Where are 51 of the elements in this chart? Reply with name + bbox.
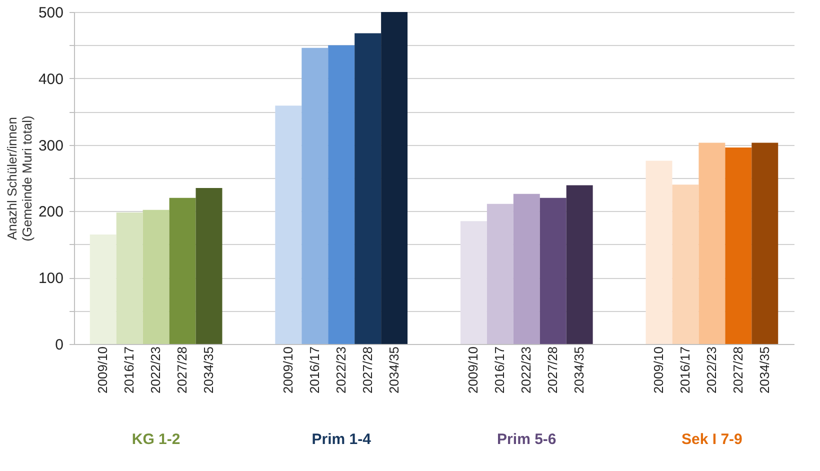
bar <box>698 142 726 344</box>
x-tick-label: 2009/10 <box>651 346 666 394</box>
bar <box>169 198 196 344</box>
bar <box>381 12 408 344</box>
x-tick-label: 2022/23 <box>518 346 534 394</box>
x-tick-label: 2016/17 <box>122 346 137 394</box>
bar <box>725 147 752 344</box>
y-tick-label: 200 <box>38 204 64 221</box>
x-tick-label: 2016/17 <box>492 346 508 394</box>
x-tick-label: 2034/35 <box>201 346 216 394</box>
y-tick-label: 300 <box>38 137 64 154</box>
bar <box>90 234 116 344</box>
bar <box>302 48 328 344</box>
x-tick-label: 2027/28 <box>360 346 375 394</box>
text: Sek I 7-9 <box>682 431 742 448</box>
bar <box>566 185 593 344</box>
x-tick-label: 2022/23 <box>333 346 348 394</box>
bar <box>328 45 355 344</box>
bar <box>460 221 487 344</box>
y-tick-label: 400 <box>38 70 64 88</box>
x-tick-label: 2034/35 <box>572 346 587 394</box>
bar <box>354 33 382 344</box>
y-tick-label: 100 <box>38 270 64 288</box>
text: Prim 1-4 <box>312 431 372 448</box>
bar <box>142 210 170 344</box>
y-tick-label: 0 <box>55 336 64 354</box>
text: Prim 5-6 <box>497 431 556 448</box>
bar <box>486 204 514 344</box>
x-tick-label: 2009/10 <box>280 346 296 394</box>
bar <box>540 198 566 344</box>
x-tick-label: 2027/28 <box>730 346 746 394</box>
bar <box>752 142 778 344</box>
bar <box>196 188 222 344</box>
x-tick-label: 2009/10 <box>95 346 110 394</box>
bar <box>116 212 143 344</box>
x-tick-label: 2034/35 <box>386 346 402 394</box>
x-tick-label: 2034/35 <box>756 346 772 394</box>
bar <box>513 194 540 344</box>
x-tick-label: 2016/17 <box>306 346 322 394</box>
x-tick-label: 2022/23 <box>148 346 164 394</box>
x-tick-label: 2022/23 <box>704 346 719 394</box>
x-tick-label: 2027/28 <box>545 346 560 394</box>
y-axis-title: Anazhl Schüler/innen (Gemeinde Muri total) <box>4 116 34 242</box>
x-tick-label: 2027/28 <box>174 346 190 394</box>
x-tick-label: 2016/17 <box>677 346 692 394</box>
bar <box>646 160 672 344</box>
y-tick-label: 500 <box>38 4 64 22</box>
bar <box>275 106 302 344</box>
bar <box>672 184 699 344</box>
text: KG 1-2 <box>132 431 180 448</box>
x-tick-label: 2009/10 <box>466 346 481 394</box>
